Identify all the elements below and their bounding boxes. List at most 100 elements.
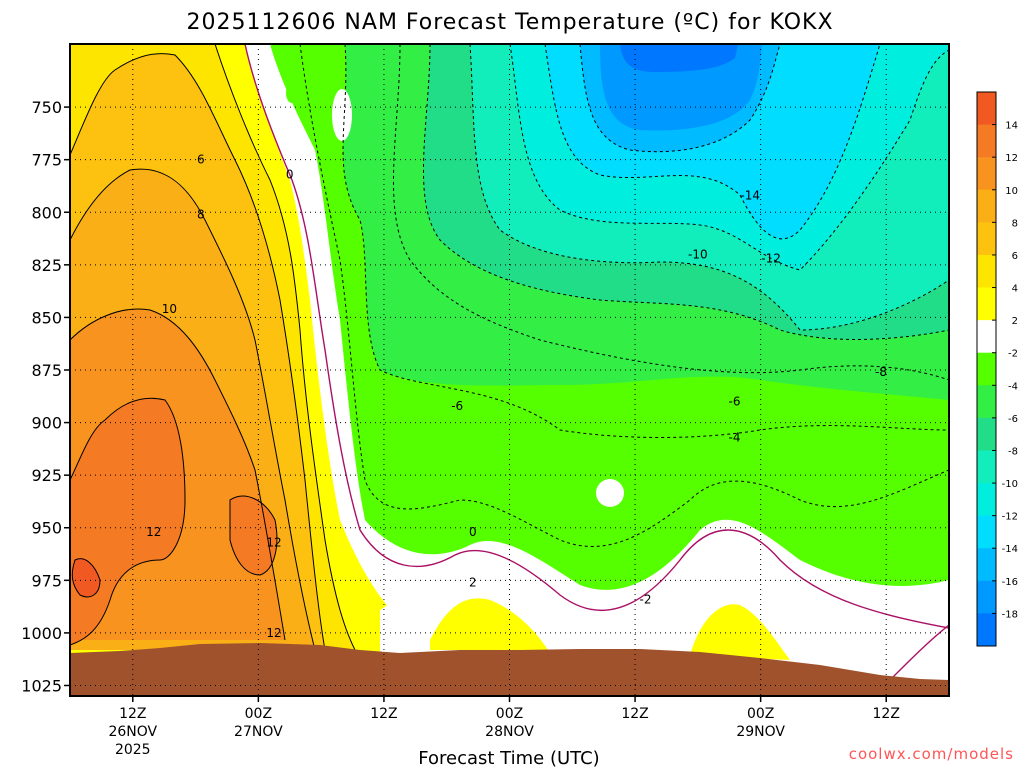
colorbar-swatch: [977, 254, 996, 289]
temperature-field: [70, 44, 949, 696]
colorbar-swatch: [977, 483, 996, 517]
contour-label: 10: [162, 302, 177, 316]
contour-pos8: [70, 168, 316, 651]
colorbar-label: 2: [1012, 316, 1018, 327]
contour-neg4: [342, 44, 949, 438]
colorbar-swatch: [977, 157, 996, 191]
contour-neg16: [579, 44, 781, 153]
colorbar-label: 6: [1012, 251, 1018, 262]
y-axis: 750 775 800 825 850 875 900 925 950 975 1000 1025: [21, 98, 70, 695]
y-tick-label: 1000: [21, 624, 62, 643]
colorbar-frame: [976, 91, 997, 647]
contour-label: -6: [451, 399, 463, 413]
colorbar-swatch: [977, 515, 996, 549]
contour-label: 0: [286, 167, 294, 181]
y-tick-label: 775: [31, 151, 62, 170]
y-tick-label: 950: [31, 519, 62, 538]
contour-neg12: [509, 44, 949, 271]
x-tick-label: 00Z: [245, 706, 272, 722]
colorbar-label: -10: [1002, 479, 1018, 490]
contour-0c-b: [889, 624, 949, 681]
credit-text: coolwx.com/models: [849, 745, 1014, 763]
contour-pos14: [71, 558, 101, 598]
colorbar-label: 4: [1012, 284, 1018, 295]
colorbar-swatch: [977, 320, 996, 354]
contour-pos12: [70, 397, 186, 646]
contour-label: 0: [469, 525, 477, 539]
colorbar-swatch: [977, 222, 996, 256]
x-tick-label: 12Z: [119, 706, 146, 722]
band-minus20: [620, 44, 738, 72]
colorbar-swatch: [977, 189, 996, 223]
contour-label: -8: [875, 365, 887, 379]
contour-label: 2: [469, 575, 477, 589]
colorbar-swatch: [977, 287, 996, 321]
x-axis: 12Z 26NOV 2025 00Z 27NOV 12Z 00Z 28NOV 12Z 00Z 29N…: [108, 696, 900, 758]
colorbar-label: 12: [1005, 153, 1018, 164]
colorbar-swatch: [977, 548, 996, 582]
contour-0c: [244, 44, 949, 629]
colorbar-swatch: [977, 450, 996, 484]
colorbar-label: -16: [1002, 577, 1018, 588]
colorbar-swatch: [977, 385, 996, 419]
x-axis-title: Forecast Time (UTC): [418, 748, 599, 768]
y-tick-label: 800: [31, 203, 62, 222]
island-white-2: [332, 89, 352, 141]
vertical-gridlines: [132, 44, 887, 696]
y-tick-label: 900: [31, 414, 62, 433]
colorbar-swatch: [977, 124, 996, 158]
contour-labels: 6 8 10 12 12 12 0 0 2 -2 -6 -6 -4 -8 -10 -12 -14: [146, 153, 887, 640]
contour-neg8: [423, 44, 949, 340]
contour-pos12b: [229, 495, 278, 576]
contour-label: 12: [146, 525, 161, 539]
colorbar-swatch: [977, 580, 996, 614]
island-white-1: [596, 479, 624, 507]
x-tick-label: 27NOV: [234, 724, 283, 740]
contour-label: -6: [728, 395, 740, 409]
colorbar: 14 12 10 8 6 4 2 -2 -4 -6 -8 -10 -12 -14 -16 -18: [976, 91, 1018, 647]
contour-label: 8: [197, 207, 205, 221]
contour-label: -4: [728, 430, 740, 444]
island-green-1: [286, 83, 298, 103]
x-tick-label: 12Z: [873, 706, 900, 722]
colorbar-label: -2: [1008, 349, 1018, 360]
x-tick-label: 00Z: [496, 706, 523, 722]
colorbar-swatch: [977, 613, 996, 647]
colorbar-label: 10: [1005, 186, 1018, 197]
colorbar-label: -8: [1008, 446, 1018, 457]
y-tick-label: 825: [31, 256, 62, 275]
band-plus12b: [230, 496, 277, 575]
contour-label: 12: [266, 535, 281, 549]
y-tick-label: 750: [31, 98, 62, 117]
contour-label: -14: [740, 188, 760, 202]
band-plus2-low2: [690, 604, 790, 660]
y-tick-label: 975: [31, 571, 62, 590]
y-tick-label: 875: [31, 361, 62, 380]
contour-pos6: [70, 53, 326, 651]
y-tick-label: 850: [31, 308, 62, 327]
colorbar-label: 14: [1005, 121, 1018, 132]
contour-label: -10: [688, 247, 708, 261]
colorbar-swatch: [977, 92, 996, 126]
colorbar-swatch: [977, 352, 996, 386]
colorbar-label: 8: [1012, 218, 1018, 229]
y-tick-label: 925: [31, 466, 62, 485]
x-tick-label: 28NOV: [485, 724, 534, 740]
x-tick-label: 29NOV: [736, 724, 785, 740]
x-tick-label: 12Z: [621, 706, 648, 722]
contour-label: 6: [197, 153, 205, 167]
colorbar-label: -12: [1002, 512, 1018, 523]
band-plus14: [72, 558, 100, 597]
y-tick-label: 1025: [21, 676, 62, 695]
colorbar-label: -14: [1002, 544, 1018, 555]
x-tick-label: 2025: [115, 742, 151, 758]
band-plus2-low: [430, 598, 548, 650]
contour-neg6: [392, 44, 949, 381]
x-tick-label: 12Z: [370, 706, 397, 722]
chart-title: 2025112606 NAM Forecast Temperature (ºC)…: [186, 10, 833, 35]
contour-label: -2: [640, 592, 652, 606]
colorbar-label: -18: [1002, 609, 1018, 620]
contour-label: 12: [266, 626, 281, 640]
x-tick-label: 00Z: [747, 706, 774, 722]
